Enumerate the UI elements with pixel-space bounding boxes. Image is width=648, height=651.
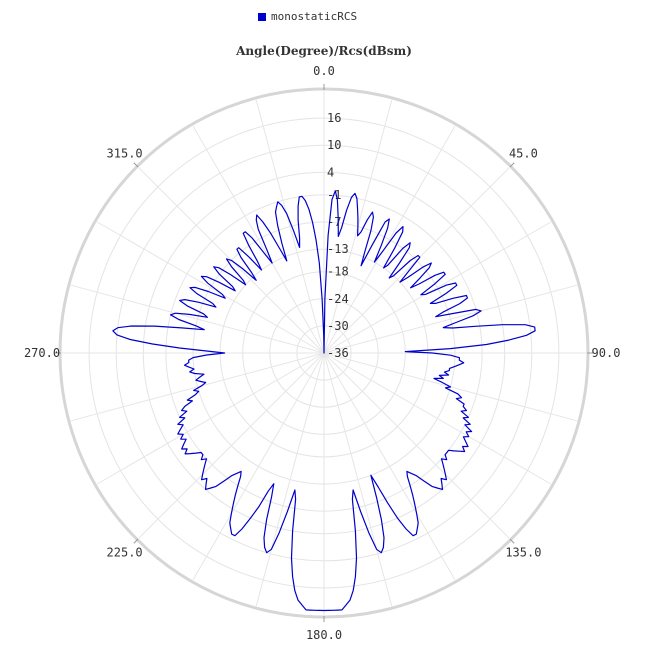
- grid-spoke: [323, 284, 578, 354]
- legend[interactable]: monostaticRCS: [258, 10, 357, 23]
- angle-tick-label: 225.0: [107, 545, 143, 559]
- legend-label: monostaticRCS: [271, 10, 358, 23]
- radial-tick-label: -13: [327, 242, 349, 256]
- legend-swatch: [258, 12, 266, 21]
- angle-tick-label: 135.0: [505, 545, 541, 559]
- angle-tick-label: 45.0: [509, 147, 538, 161]
- grid-spoke: [323, 125, 456, 354]
- axis-labels: 0.0 45.0 90.0 135.0 180.0 225.0 270.0 315.0 -36 -…: [24, 64, 621, 642]
- grid-spoke: [96, 221, 325, 354]
- grid-spoke: [255, 99, 325, 354]
- grid-spoke: [323, 352, 552, 485]
- angle-tick-label: 90.0: [592, 346, 621, 360]
- grid-spoke: [138, 352, 325, 539]
- series-layer: [112, 190, 536, 612]
- radial-tick-label: 4: [327, 165, 334, 179]
- radial-tick-label: -36: [327, 346, 349, 360]
- grid-spoke: [323, 221, 552, 354]
- radial-tick-label: -24: [327, 292, 349, 306]
- series-line-monostatic-rcs: [112, 190, 536, 612]
- angle-tick: [133, 538, 139, 544]
- angle-tick: [133, 162, 139, 168]
- radial-tick-label: -30: [327, 319, 349, 333]
- grid-spoke: [192, 125, 325, 354]
- grid-spoke: [323, 352, 456, 581]
- angle-tick: [509, 162, 515, 168]
- grid-spoke: [192, 352, 325, 581]
- radial-tick-label: 16: [327, 111, 341, 125]
- angle-tick-label: 315.0: [107, 147, 143, 161]
- grid-spoke: [70, 352, 325, 422]
- grid-spoke: [323, 352, 510, 539]
- radial-tick-label: -18: [327, 265, 349, 279]
- angle-tick-label: 0.0: [313, 64, 335, 78]
- grid-spoke: [96, 352, 325, 485]
- radial-tick-label: 10: [327, 138, 341, 152]
- grid-spoke: [255, 352, 325, 607]
- angle-tick-label: 270.0: [24, 346, 60, 360]
- chart-title: Angle(Degree)/Rcs(dBsm): [236, 44, 412, 58]
- grid-spoke: [70, 284, 325, 354]
- angle-tick: [509, 538, 515, 544]
- grid-spoke: [323, 352, 393, 607]
- angle-tick-label: 180.0: [306, 628, 342, 642]
